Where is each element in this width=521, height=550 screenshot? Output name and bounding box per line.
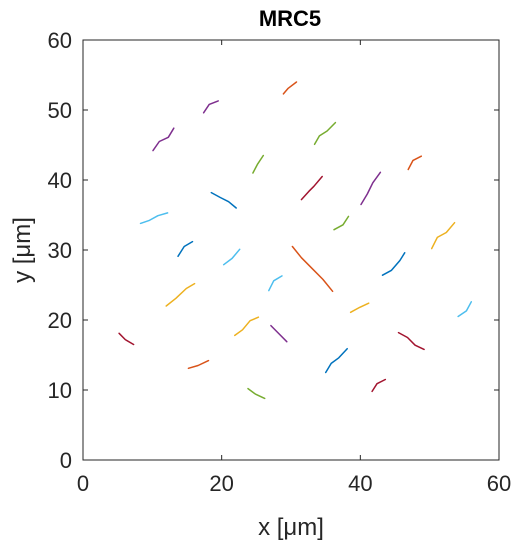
y-tick-label: 20	[48, 308, 72, 333]
y-tick-label: 40	[48, 168, 72, 193]
track-19	[247, 387, 266, 400]
track-11	[270, 324, 288, 343]
x-axis-label: x [μm]	[258, 514, 324, 541]
trajectory-tracks	[118, 81, 473, 400]
track-5	[252, 154, 265, 174]
track-20	[457, 301, 473, 318]
track-15	[381, 252, 406, 276]
track-16	[282, 81, 298, 95]
track-9	[187, 359, 210, 370]
y-tick-label: 0	[60, 448, 72, 473]
track-25	[333, 215, 350, 231]
x-axis-ticks: 0 20 40 60	[77, 40, 511, 496]
x-tick-label: 0	[77, 471, 89, 496]
track-14	[118, 332, 135, 346]
y-axis-ticks: 0 10 20 30 40 50 60	[48, 28, 499, 473]
track-18	[152, 127, 175, 152]
track-1	[210, 191, 237, 209]
track-3	[165, 282, 196, 307]
track-12	[313, 121, 337, 146]
x-tick-label: 40	[348, 471, 372, 496]
track-26	[268, 275, 283, 292]
track-22	[177, 240, 194, 258]
track-7	[397, 331, 425, 351]
track-8	[324, 347, 348, 374]
y-tick-label: 10	[48, 378, 72, 403]
track-10	[430, 221, 456, 250]
y-tick-label: 50	[48, 98, 72, 123]
track-4	[360, 171, 382, 206]
plot-background	[83, 40, 499, 460]
track-27	[202, 100, 219, 114]
x-tick-label: 60	[487, 471, 511, 496]
track-23	[407, 155, 423, 171]
track-2	[291, 245, 334, 293]
track-6	[139, 212, 169, 225]
track-28	[371, 378, 387, 393]
track-13	[222, 248, 241, 266]
track-21	[300, 175, 323, 201]
track-17	[349, 302, 370, 314]
x-tick-label: 20	[209, 471, 233, 496]
y-tick-label: 30	[48, 238, 72, 263]
chart-title: MRC5	[259, 6, 321, 31]
y-axis-label: y [μm]	[9, 217, 36, 283]
y-tick-label: 60	[48, 28, 72, 53]
track-24	[234, 316, 260, 337]
